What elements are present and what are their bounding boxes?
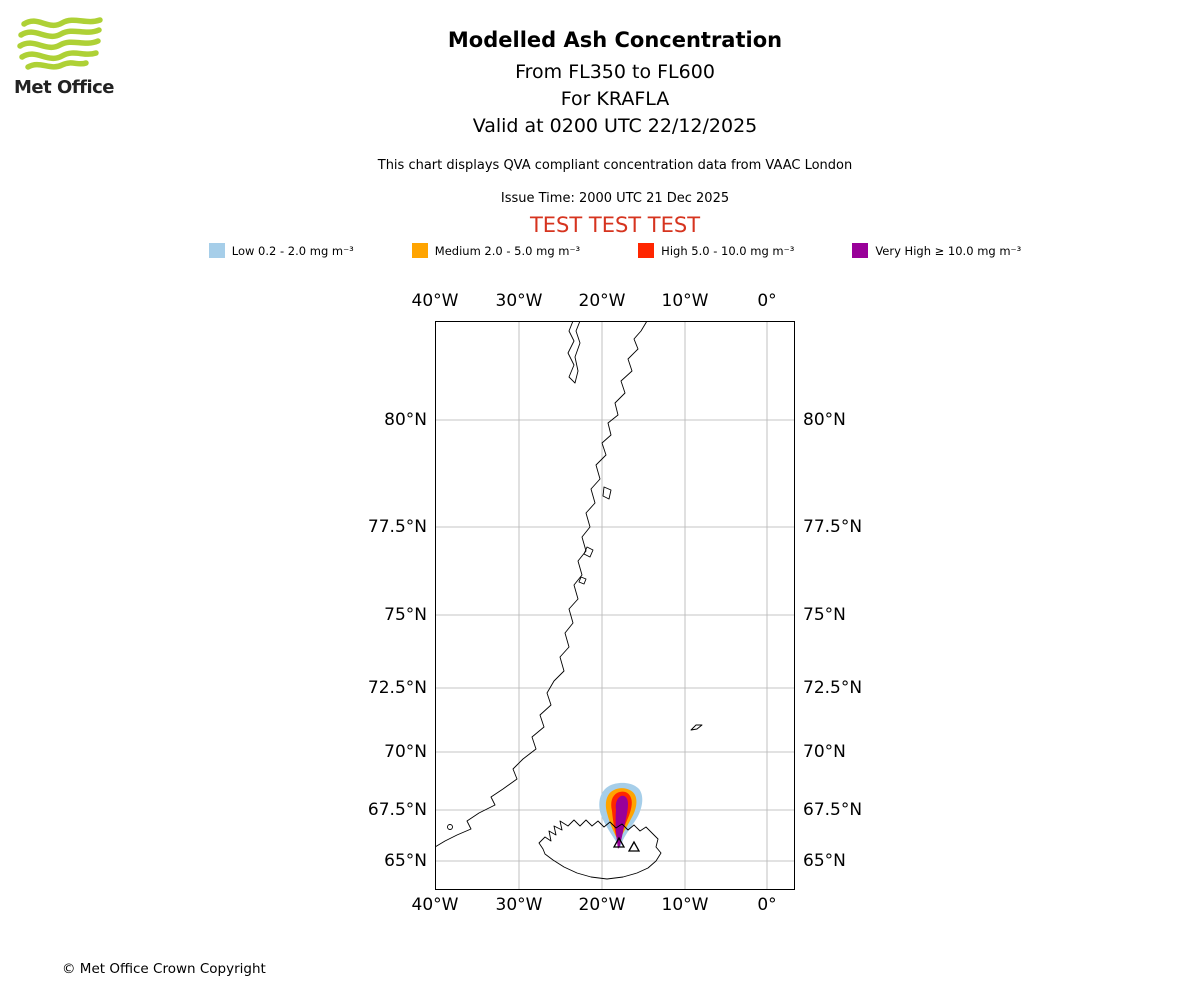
coastline-iceland — [538, 819, 662, 880]
island-offshore-2 — [583, 546, 594, 558]
issue-time: Issue Time: 2000 UTC 21 Dec 2025 — [500, 191, 730, 206]
volcano-markers — [612, 836, 641, 852]
coastline-greenland-east — [435, 321, 648, 848]
coastlines — [435, 321, 703, 880]
met-office-logo-text: Met Office — [14, 77, 115, 98]
lon-label: 40°W — [411, 895, 459, 915]
ash-plume — [599, 782, 643, 849]
lat-label: 67.5°N — [367, 800, 427, 820]
lat-label: 70°N — [803, 742, 846, 762]
lon-label: 30°W — [495, 291, 543, 311]
legend-swatch-very-high — [852, 243, 869, 258]
lon-label: 10°W — [661, 895, 709, 915]
island-offshore-1 — [602, 486, 612, 500]
lon-label: 30°W — [495, 895, 543, 915]
legend-item-low: Low 0.2 - 2.0 mg m⁻³ — [208, 243, 354, 258]
lon-label: 0° — [757, 895, 777, 915]
map-canvas — [435, 321, 795, 890]
lat-label: 65°N — [803, 851, 846, 871]
lat-label: 80°N — [803, 410, 846, 430]
island-offshore-3 — [578, 576, 587, 585]
lat-label: 80°N — [384, 410, 427, 430]
volcano-marker-krafla — [612, 836, 626, 848]
island-southeast-greenland — [447, 824, 453, 830]
met-office-waves-icon — [17, 17, 103, 70]
legend-label-medium: Medium 2.0 - 5.0 mg m⁻³ — [434, 243, 581, 258]
island-jan-mayen — [690, 724, 703, 731]
lat-label: 65°N — [384, 851, 427, 871]
subtitle-valid-time: Valid at 0200 UTC 22/12/2025 — [472, 115, 758, 137]
copyright: © Met Office Crown Copyright — [62, 961, 266, 977]
subtitle-volcano: For KRAFLA — [560, 88, 670, 110]
page-title: Modelled Ash Concentration — [447, 28, 783, 52]
legend-label-low: Low 0.2 - 2.0 mg m⁻³ — [231, 243, 354, 258]
legend-item-medium: Medium 2.0 - 5.0 mg m⁻³ — [411, 243, 581, 258]
lat-label: 70°N — [384, 742, 427, 762]
lat-label: 67.5°N — [803, 800, 863, 820]
met-office-logo: Met Office — [14, 16, 124, 98]
test-banner: TEST TEST TEST — [529, 213, 701, 237]
lat-label: 75°N — [384, 605, 427, 625]
lon-label: 20°W — [578, 895, 626, 915]
lat-label: 72.5°N — [367, 678, 427, 698]
legend-item-high: High 5.0 - 10.0 mg m⁻³ — [638, 243, 794, 258]
legend-label-very-high: Very High ≥ 10.0 mg m⁻³ — [875, 243, 1022, 258]
ash-very-high-region — [615, 795, 628, 849]
legend-label-high: High 5.0 - 10.0 mg m⁻³ — [661, 243, 795, 258]
lat-label: 72.5°N — [803, 678, 863, 698]
map-border — [435, 321, 795, 890]
legend-swatch-medium — [411, 243, 428, 258]
header: Modelled Ash Concentration From FL350 to… — [15, 28, 1200, 140]
subtitle-flight-levels: From FL350 to FL600 — [515, 61, 715, 83]
grid-lines — [435, 321, 795, 890]
coastline-greenland-north-inlet — [567, 321, 581, 384]
legend-item-very-high: Very High ≥ 10.0 mg m⁻³ — [852, 243, 1021, 258]
qva-note: This chart displays QVA compliant concen… — [377, 158, 853, 173]
volcano-marker-secondary — [627, 840, 641, 852]
legend-swatch-high — [638, 243, 655, 258]
lon-label: 20°W — [578, 291, 626, 311]
legend-swatch-low — [208, 243, 225, 258]
lat-label: 77.5°N — [803, 517, 863, 537]
lon-label: 0° — [757, 291, 777, 311]
lon-label: 10°W — [661, 291, 709, 311]
legend: Low 0.2 - 2.0 mg m⁻³ Medium 2.0 - 5.0 mg… — [15, 243, 1200, 258]
lon-label: 40°W — [411, 291, 459, 311]
lat-label: 75°N — [803, 605, 846, 625]
lat-label: 77.5°N — [367, 517, 427, 537]
